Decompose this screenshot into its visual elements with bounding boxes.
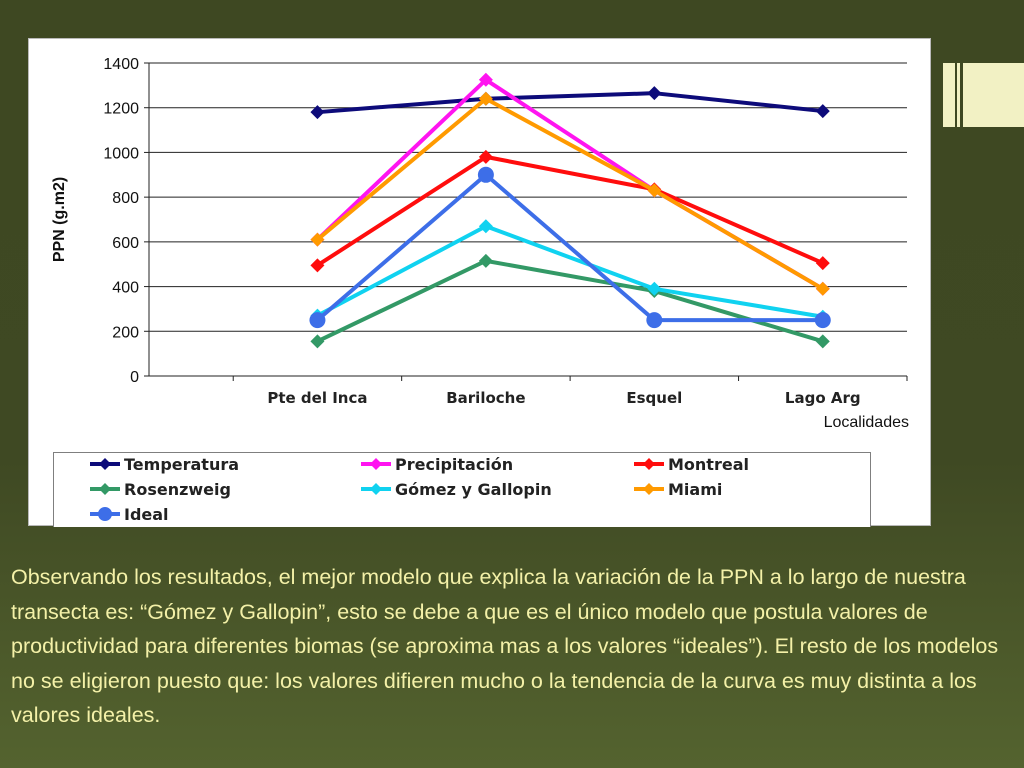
y-tick-label: 200 [112, 324, 139, 341]
data-point [310, 105, 325, 120]
data-point [815, 334, 830, 349]
y-tick-label: 0 [130, 369, 139, 386]
series-line [316, 154, 824, 268]
y-tick-label: 400 [112, 280, 139, 297]
y-tick-label: 600 [112, 235, 139, 252]
series-rosenzweig [310, 253, 830, 349]
legend-label: Precipitación [395, 454, 514, 474]
legend-swatch [90, 458, 120, 470]
y-tick-label: 1200 [103, 101, 139, 118]
decoration-box [963, 63, 1024, 127]
data-point [815, 256, 830, 271]
data-point [310, 232, 325, 247]
series-line [317, 91, 823, 115]
legend-item: Temperatura [88, 453, 239, 475]
data-point [478, 91, 493, 106]
data-point [647, 281, 662, 296]
legend-item: Montreal [632, 453, 749, 475]
legend-swatch [90, 507, 120, 521]
x-tick-label: Esquel [626, 389, 682, 407]
legend-item: Miami [632, 478, 722, 500]
legend-label: Temperatura [124, 454, 240, 474]
series-ideal [309, 166, 831, 329]
legend-swatch [361, 458, 391, 470]
data-point [477, 166, 494, 183]
legend-marker [99, 483, 111, 495]
series-temperatura [310, 86, 830, 120]
y-axis-title: PPN (g.m2) [51, 177, 68, 262]
series-line [316, 224, 824, 319]
legend-item: Precipitación [359, 453, 513, 475]
legend-marker [99, 458, 111, 470]
line-chart: 0 200 400 600 800 1000 1200 1400 Pte del Inca Bar… [51, 56, 909, 431]
data-point [310, 334, 325, 349]
data-point [309, 312, 326, 329]
decoration-bar [943, 63, 955, 127]
series-montreal [310, 149, 830, 273]
legend-swatch [634, 458, 664, 470]
x-tick-label: Pte del Inca [267, 389, 367, 407]
x-axis-title: Localidades [824, 414, 909, 431]
chart-legend: Temperatura Precipitación Montreal Rosenzwe… [53, 452, 871, 527]
chart-panel: 0 200 400 600 800 1000 1200 1400 Pte del Inca Bar… [28, 38, 931, 527]
legend-swatch [90, 483, 120, 495]
legend-item: Ideal [88, 503, 169, 525]
caption-text: Observando los resultados, el mejor mode… [11, 565, 999, 727]
data-point [478, 72, 493, 87]
legend-label: Rosenzweig [124, 479, 231, 499]
decoration-bar [957, 63, 960, 127]
legend-swatch [361, 483, 391, 495]
y-tick-label: 1400 [103, 56, 139, 73]
x-tick-label: Lago Arg [785, 389, 861, 407]
legend-swatch [634, 483, 664, 495]
legend-marker [370, 458, 382, 470]
series-miami [310, 91, 830, 296]
data-point [478, 149, 493, 164]
legend-marker [643, 458, 655, 470]
y-tick-label: 800 [112, 190, 139, 207]
legend-item: Gómez y Gallopin [359, 478, 552, 500]
series-line [316, 96, 824, 291]
data-point [478, 219, 493, 234]
data-point [815, 104, 830, 119]
data-point [310, 258, 325, 273]
x-tick-label: Bariloche [446, 389, 525, 407]
legend-label: Montreal [668, 454, 749, 474]
legend-label: Ideal [124, 504, 169, 524]
data-point [646, 312, 663, 329]
y-tick-label: 1000 [103, 145, 139, 162]
data-point [478, 253, 493, 268]
data-point [647, 86, 662, 101]
series-line [316, 258, 824, 344]
series-line [316, 172, 823, 323]
legend-marker [643, 483, 655, 495]
legend-marker [370, 483, 382, 495]
legend-item: Rosenzweig [88, 478, 231, 500]
legend-marker [98, 507, 112, 521]
legend-label: Miami [668, 479, 723, 499]
legend-label: Gómez y Gallopin [395, 479, 552, 499]
data-point [647, 183, 662, 198]
data-point [815, 281, 830, 296]
data-point [814, 312, 831, 329]
